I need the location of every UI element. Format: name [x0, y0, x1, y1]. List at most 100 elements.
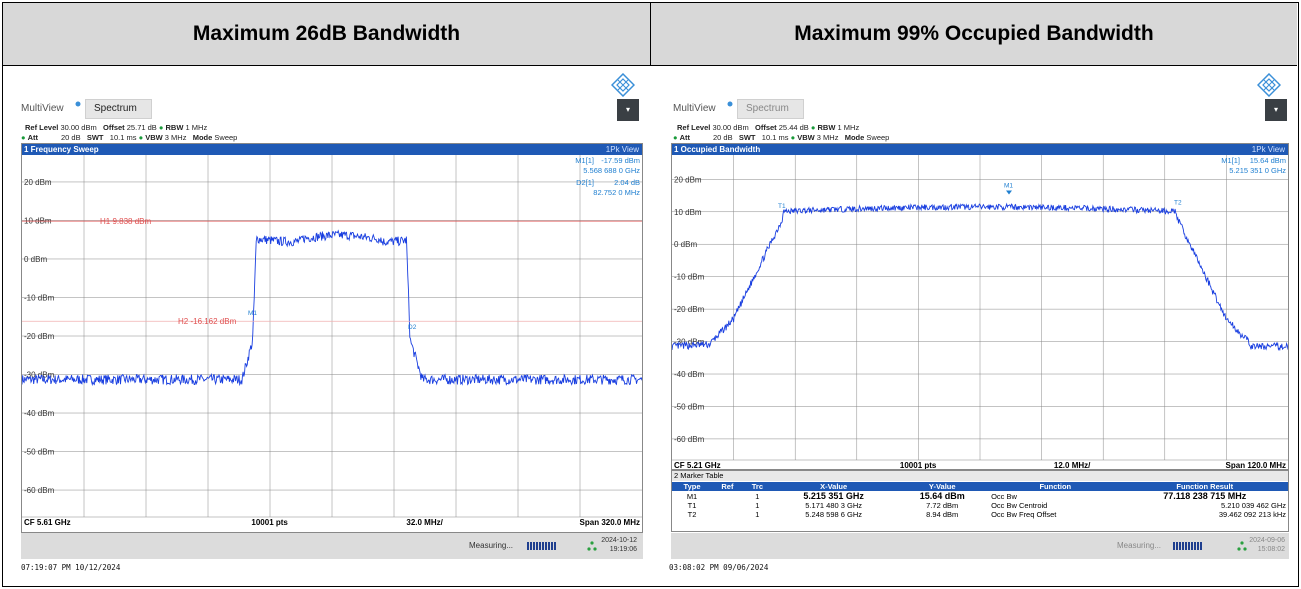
dropdown-button[interactable]: ▾	[1265, 99, 1287, 121]
h2-label: H2 -16.162 dBm	[178, 317, 237, 326]
marker-d2-tag: D2	[408, 324, 417, 331]
marker-readout-name: M1[1]	[575, 156, 594, 165]
right-plot[interactable]: 20 dBm 10 dBm 0 dBm -10 dBm -20 dBm -30 dBm -4…	[672, 155, 1288, 469]
status-datetime: 2024-09-06 15:08:02	[1249, 537, 1285, 553]
tab-spectrum[interactable]: Spectrum	[85, 99, 152, 119]
y-axis-label: -10 dBm	[674, 273, 705, 282]
cell: 1	[755, 510, 760, 519]
cell: 15.64 dBm	[919, 491, 965, 501]
tab-multiview[interactable]: MultiView	[21, 103, 64, 114]
settings-row-1: Ref Level 30.00 dBm Offset 25.44 dB ● RB…	[677, 123, 860, 132]
footer-points: 10001 pts	[900, 461, 937, 469]
y-axis-label: -30 dBm	[674, 338, 705, 347]
measuring-label: Measuring...	[469, 541, 514, 550]
network-icon	[587, 541, 597, 551]
status-datetime: 2024-10-12 19:19:06	[601, 537, 637, 553]
cell: 39.462 092 213 kHz	[1218, 510, 1286, 519]
tab-bar: MultiView Spectrum	[673, 99, 1273, 119]
marker-table-window: 2 Marker Table Type Ref Trc X-Value Y-Va…	[671, 470, 1289, 532]
marker-t1-tag: T1	[778, 203, 786, 210]
h1-label: H1 9.838 dBm	[100, 217, 151, 226]
y-axis-label: 0 dBm	[674, 240, 697, 249]
left-header: Maximum 26dB Bandwidth	[3, 3, 651, 66]
left-pane: MultiView Spectrum ▾ Ref Level 30.00 dBm…	[3, 67, 651, 585]
spectrum-trace	[672, 202, 1288, 352]
y-axis-label: 0 dBm	[24, 255, 47, 264]
footer-div: 12.0 MHz/	[1054, 461, 1091, 469]
cell: 1	[755, 501, 760, 510]
footer-cf: CF 5.61 GHz	[24, 518, 71, 527]
marker-readout-freq: 5.568 688 0 GHz	[583, 166, 640, 175]
col-type: Type	[672, 482, 713, 491]
footer-cf: CF 5.21 GHz	[674, 461, 721, 469]
table-row[interactable]: T2 1 5.248 598 6 GHz 8.94 dBm Occ Bw Fre…	[672, 510, 1288, 519]
cell: 5.210 039 462 GHz	[1220, 501, 1286, 510]
cell	[712, 510, 743, 519]
cell: Occ Bw Freq Offset	[991, 510, 1057, 519]
marker-table: Type Ref Trc X-Value Y-Value Function Fu…	[672, 482, 1288, 519]
cell: Occ Bw	[991, 491, 1017, 501]
settings-row-2: ● Att 20 dB SWT 10.1 ms ● VBW 3 MHz Mode…	[673, 133, 890, 142]
dropdown-button[interactable]: ▾	[617, 99, 639, 121]
cell: 77.118 238 715 MHz	[1163, 491, 1247, 501]
view-label: 1Pk View	[1251, 145, 1285, 154]
col-function: Function	[989, 482, 1122, 491]
marker-m1-arrow	[1006, 190, 1012, 195]
cell: 7.72 dBm	[926, 501, 959, 510]
cell: 5.215 351 GHz	[803, 491, 864, 501]
multiview-settings-icon[interactable]	[75, 101, 81, 107]
view-label: 1Pk View	[605, 145, 639, 154]
cell: 5.248 598 6 GHz	[805, 510, 863, 519]
marker-m1-tag: M1	[248, 310, 257, 317]
left-status-bar: Measuring... 2024-10-12 19:19:06	[21, 533, 643, 559]
table-row[interactable]: T1 1 5.171 480 3 GHz 7.72 dBm Occ Bw Cen…	[672, 501, 1288, 510]
y-axis-label: -10 dBm	[24, 293, 55, 302]
cell	[712, 501, 743, 510]
marker-t2-tag: T2	[1174, 200, 1182, 207]
y-axis-label: 10 dBm	[674, 208, 702, 217]
progress-bar	[527, 542, 557, 550]
footer-span: Span 120.0 MHz	[1226, 461, 1286, 469]
cell: 1	[755, 491, 760, 501]
y-axis-label: -40 dBm	[24, 409, 55, 418]
y-axis-label: -60 dBm	[24, 486, 55, 495]
window-title-bar: 1 Occupied Bandwidth 1Pk View	[672, 144, 1288, 155]
right-status-bar: Measuring... 2024-09-06 15:08:02	[671, 533, 1289, 559]
right-header: Maximum 99% Occupied Bandwidth	[651, 3, 1297, 66]
measuring-label: Measuring...	[1117, 541, 1162, 550]
table-row[interactable]: M1 1 5.215 351 GHz 15.64 dBm Occ Bw 77.1…	[672, 491, 1288, 501]
right-spectrum-window[interactable]: 1 Occupied Bandwidth 1Pk View 20 dBm 10 d…	[671, 143, 1289, 470]
cell: T1	[687, 501, 697, 510]
timestamp: 03:08:02 PM 09/06/2024	[669, 563, 769, 572]
marker-readout-value: 2.04 dB	[614, 178, 640, 187]
tab-multiview[interactable]: MultiView	[673, 103, 716, 114]
col-x-value: X-Value	[771, 482, 896, 491]
spectrum-trace	[22, 229, 642, 387]
marker-table-title: 2 Marker Table	[672, 471, 1288, 481]
y-axis-label: -20 dBm	[674, 305, 705, 314]
y-axis-label: -30 dBm	[24, 371, 55, 380]
cell: M1	[686, 491, 698, 501]
network-icon	[1237, 541, 1247, 551]
tab-bar: MultiView Spectrum	[21, 99, 621, 119]
tab-spectrum[interactable]: Spectrum	[737, 99, 804, 119]
footer-points: 10001 pts	[251, 518, 288, 527]
y-axis-label: 20 dBm	[24, 178, 52, 187]
settings-row-2: ● Att 20 dB SWT 10.1 ms ● VBW 3 MHz Mode…	[21, 133, 238, 142]
cell: T2	[687, 510, 697, 519]
marker-readout-name: M1[1]	[1221, 156, 1240, 165]
marker-readout-value: 15.64 dBm	[1250, 156, 1286, 165]
footer-div: 32.0 MHz/	[406, 518, 443, 527]
y-axis-label: -50 dBm	[24, 448, 55, 457]
y-axis-label: -20 dBm	[24, 332, 55, 341]
window-title-bar: 1 Frequency Sweep 1Pk View	[22, 144, 642, 155]
multiview-settings-icon[interactable]	[727, 101, 733, 107]
timestamp: 07:19:07 PM 10/12/2024	[21, 563, 121, 572]
marker-readout-freq: 82.752 0 MHz	[593, 188, 640, 197]
settings-row-1: Ref Level 30.00 dBm Offset 25.71 dB ● RB…	[25, 123, 208, 132]
col-trc: Trc	[742, 482, 772, 491]
left-spectrum-window[interactable]: 1 Frequency Sweep 1Pk View 20 dBm 10 dBm 0…	[21, 143, 643, 533]
col-ref: Ref	[712, 482, 743, 491]
